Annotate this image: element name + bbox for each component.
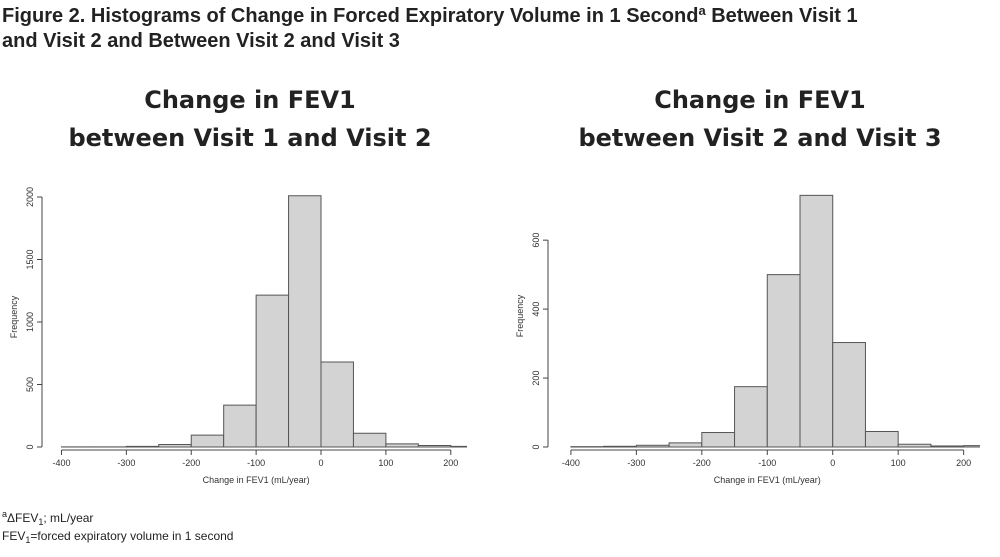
x-tick-label: 100 (378, 458, 393, 468)
bar (735, 387, 768, 447)
y-tick-label: 200 (531, 371, 541, 386)
bar (833, 343, 866, 447)
bar (669, 443, 702, 447)
bar (386, 444, 418, 447)
bar (256, 295, 288, 447)
bar (898, 444, 931, 447)
x-tick-label: -100 (758, 458, 776, 468)
bar (451, 446, 483, 447)
bar (636, 445, 669, 447)
bar (191, 435, 223, 447)
bar (931, 446, 964, 447)
bar (126, 446, 158, 447)
footnote: aΔFEV1; mL/year (2, 509, 93, 527)
bar (353, 433, 385, 447)
bar (800, 195, 833, 447)
y-axis-label: Frequency (9, 295, 19, 338)
x-axis-label: Change in FEV1 (mL/year) (203, 475, 310, 485)
x-tick-label: 100 (891, 458, 906, 468)
x-tick-label: -400 (562, 458, 580, 468)
x-tick-label: -200 (693, 458, 711, 468)
chart-subtitle: between Visit 2 and Visit 3 (578, 124, 941, 152)
bar (767, 275, 800, 447)
bar (964, 446, 997, 447)
y-tick-label: 2000 (25, 187, 35, 207)
y-tick-label: 1000 (25, 312, 35, 332)
bars (571, 195, 996, 447)
figure-title: and Visit 2 and Between Visit 2 and Visi… (2, 30, 400, 52)
bar (159, 445, 191, 448)
bar (418, 446, 450, 448)
x-tick-label: 0 (830, 458, 835, 468)
y-tick-label: 500 (25, 377, 35, 392)
x-tick-label: -400 (52, 458, 70, 468)
x-tick-label: -300 (627, 458, 645, 468)
x-tick-label: 200 (443, 458, 458, 468)
chart-subtitle: between Visit 1 and Visit 2 (68, 124, 431, 152)
x-tick-label: -100 (247, 458, 265, 468)
bar (604, 446, 637, 447)
bar (321, 362, 353, 447)
y-axis-label: Frequency (515, 294, 525, 337)
figure-title: Figure 2. Histograms of Change in Forced… (2, 3, 858, 27)
x-tick-label: 0 (318, 458, 323, 468)
y-tick-label: 600 (531, 233, 541, 248)
x-tick-label: -300 (117, 458, 135, 468)
y-tick-label: 0 (531, 444, 541, 449)
x-tick-label: -200 (182, 458, 200, 468)
footnote: FEV1=forced expiratory volume in 1 secon… (2, 529, 233, 545)
bars (61, 196, 483, 447)
y-tick-label: 0 (25, 444, 35, 449)
x-tick-label: 200 (956, 458, 971, 468)
bar (702, 433, 735, 447)
x-axis-label: Change in FEV1 (mL/year) (714, 475, 821, 485)
bar (865, 431, 898, 447)
y-tick-label: 1500 (25, 249, 35, 269)
chart-title: Change in FEV1 (144, 86, 356, 114)
chart-title: Change in FEV1 (654, 86, 866, 114)
bar (289, 196, 321, 447)
bar (224, 405, 256, 447)
y-tick-label: 400 (531, 302, 541, 317)
